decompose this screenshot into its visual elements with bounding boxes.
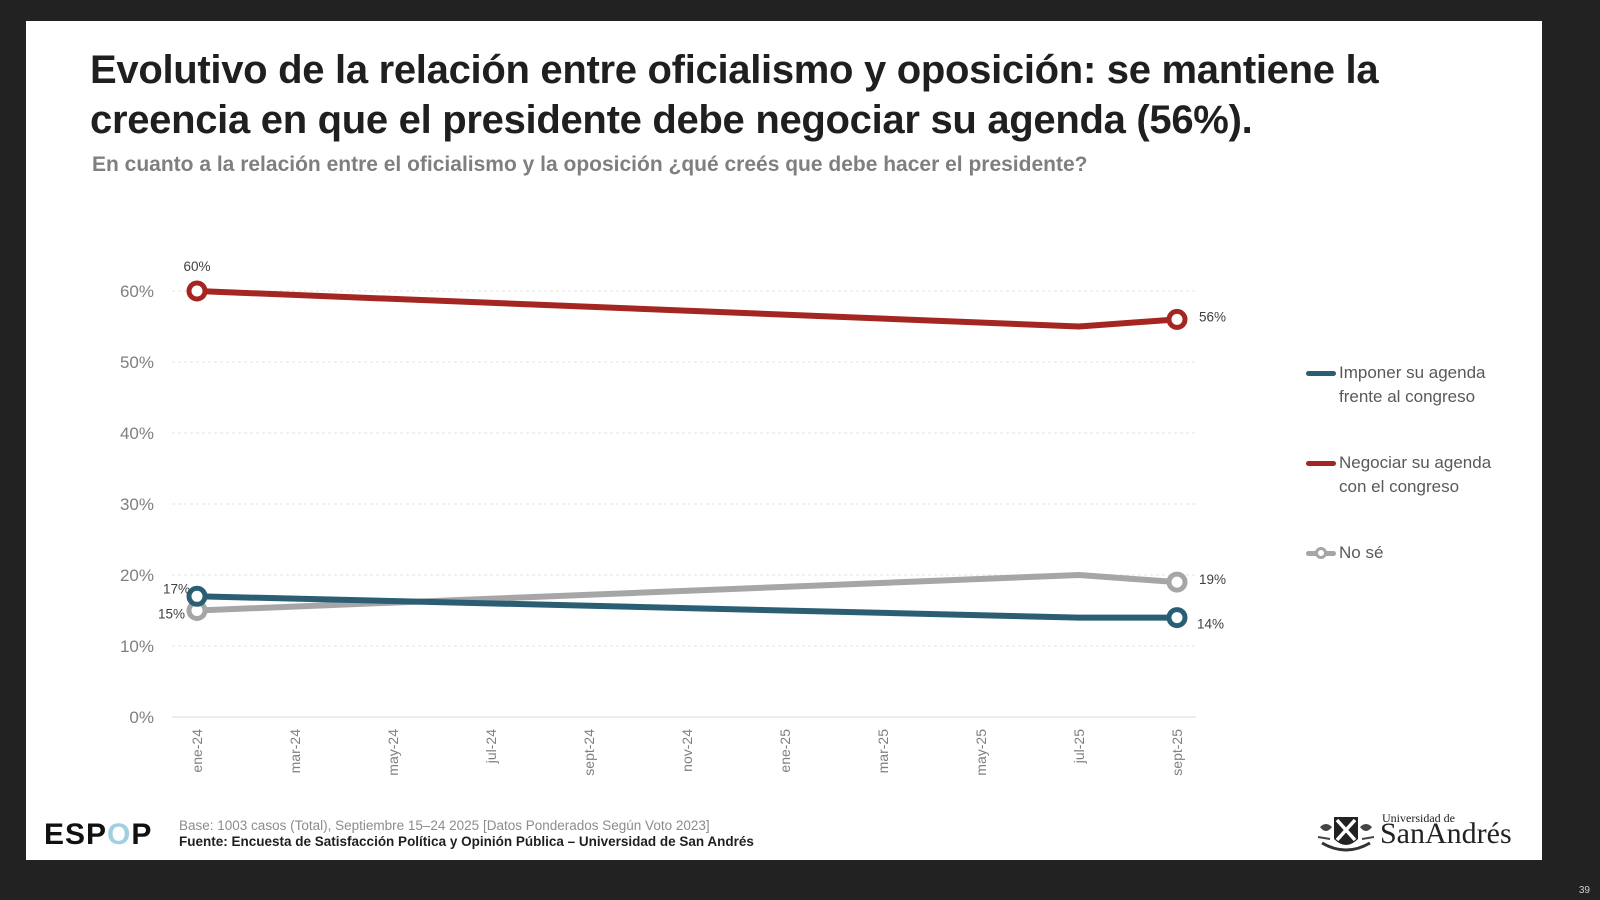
grid-lines xyxy=(172,290,1196,718)
data-label: 14% xyxy=(1197,617,1224,632)
x-tick-label: mar-24 xyxy=(287,729,303,774)
x-tick-label: may-24 xyxy=(385,729,401,776)
y-tick-label: 30% xyxy=(120,495,154,514)
slide-subtitle: En cuanto a la relación entre el oficial… xyxy=(92,153,1088,176)
footer-source-note: Fuente: Encuesta de Satisfacción Polític… xyxy=(179,834,754,849)
data-point-marker xyxy=(1166,571,1188,593)
x-tick-label: mar-25 xyxy=(875,729,891,774)
data-point-marker xyxy=(186,585,208,607)
x-tick-label: may-25 xyxy=(973,729,989,776)
legend-label: No sé xyxy=(1339,543,1384,562)
legend-item: Negociar su agenda con el congreso xyxy=(1306,451,1536,541)
data-label: 19% xyxy=(1199,572,1226,587)
series-line xyxy=(194,288,1180,330)
x-axis-ticks: ene-24 mar-24 may-24 jul-24 sept-24 nov-24 ene… xyxy=(189,729,1185,776)
espop-logo: ESPOP xyxy=(44,818,153,851)
legend-item: Imponer su agenda frente al congreso xyxy=(1306,361,1536,451)
page-number: 39 xyxy=(1578,885,1590,896)
y-tick-label: 0% xyxy=(129,708,154,727)
data-label: 60% xyxy=(183,259,210,274)
legend-swatch-icon xyxy=(1306,371,1336,376)
x-tick-label: sept-24 xyxy=(581,729,597,776)
chart-legend: Imponer su agenda frente al congreso Negoc… xyxy=(1306,361,1536,601)
university-logo: Universidad de SanAndrés xyxy=(1314,811,1529,857)
data-point-marker xyxy=(1166,308,1188,330)
y-tick-label: 10% xyxy=(120,637,154,656)
x-tick-label: sept-25 xyxy=(1169,729,1185,776)
x-tick-label: ene-25 xyxy=(777,729,793,773)
data-label: 17% xyxy=(163,581,190,596)
data-point-marker xyxy=(1166,607,1188,629)
legend-swatch-icon xyxy=(1306,547,1336,559)
x-tick-label: ene-24 xyxy=(189,729,205,773)
legend-item: No sé xyxy=(1306,541,1536,601)
y-axis-ticks: 0% 10% 20% 30% 40% 50% 60% xyxy=(120,282,154,727)
x-tick-label: nov-24 xyxy=(679,729,695,772)
line-chart: 0% 10% 20% 30% 40% 50% 60% ene-24 mar-24 may-24 j… xyxy=(120,259,1226,776)
legend-swatch-icon xyxy=(1306,461,1336,466)
series-line xyxy=(194,593,1180,621)
y-tick-label: 40% xyxy=(120,424,154,443)
data-label: 15% xyxy=(158,607,185,622)
data-label: 56% xyxy=(1199,309,1226,324)
legend-label: Negociar su agenda con el congreso xyxy=(1339,453,1492,496)
slide: Evolutivo de la relación entre oficialis… xyxy=(26,21,1542,860)
footer-base-note: Base: 1003 casos (Total), Septiembre 15–… xyxy=(179,818,710,833)
series-lines xyxy=(186,280,1188,629)
university-name: SanAndrés xyxy=(1380,817,1512,850)
y-tick-label: 20% xyxy=(120,566,154,585)
legend-marker-icon xyxy=(1315,547,1327,559)
slide-title: Evolutivo de la relación entre oficialis… xyxy=(90,48,1379,142)
university-name-small: Universidad de xyxy=(1382,811,1455,825)
legend-label: Imponer su agenda frente al congreso xyxy=(1339,363,1486,406)
x-tick-label: jul-25 xyxy=(1071,729,1087,764)
x-tick-label: jul-24 xyxy=(483,729,499,764)
university-crest-icon xyxy=(1317,817,1375,852)
data-point-marker xyxy=(186,280,208,302)
series-line xyxy=(194,572,1180,614)
y-tick-label: 60% xyxy=(120,282,154,301)
data-labels: 17% 14% 60% 56% 15% 19% xyxy=(158,259,1226,632)
y-tick-label: 50% xyxy=(120,353,154,372)
